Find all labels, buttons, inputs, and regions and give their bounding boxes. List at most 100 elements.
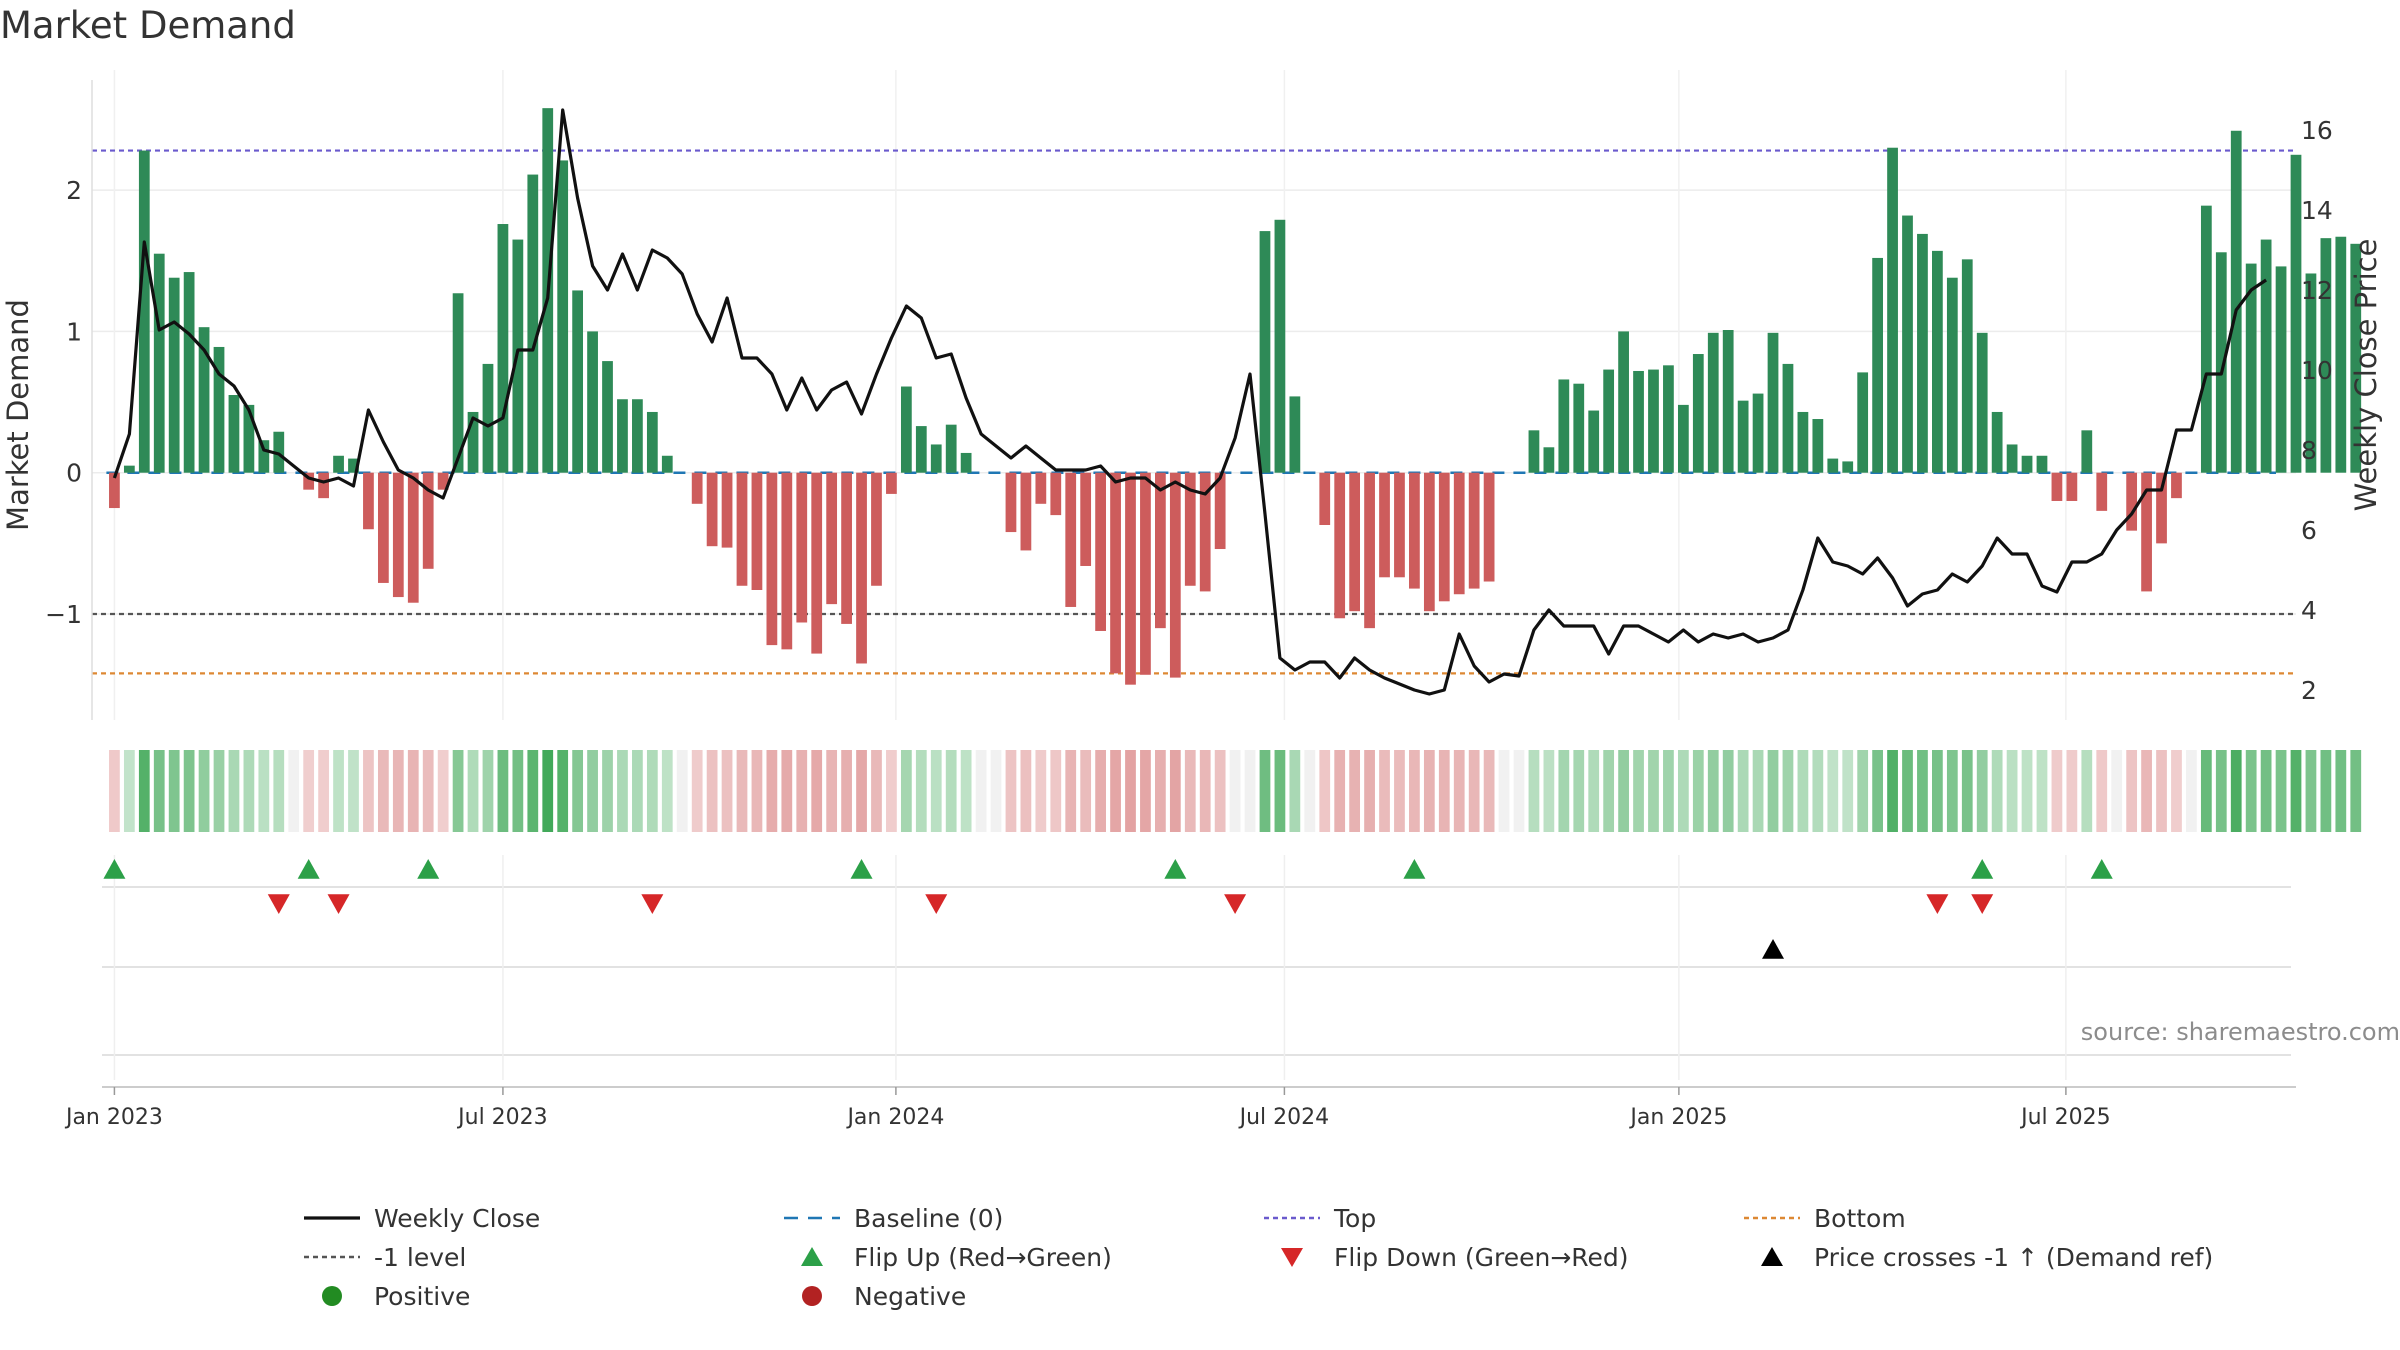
demand-bar <box>1050 472 1062 516</box>
flip-down-marker <box>267 894 290 914</box>
demand-bar <box>2156 472 2167 544</box>
strip-cell <box>1752 750 1764 832</box>
demand-bars <box>109 108 2362 685</box>
demand-bar <box>1603 369 1615 473</box>
demand-bar <box>721 472 733 548</box>
x-axis: Jan 2023 Jul 2023 Jan 2024 Jul 2024 Jan 2025… <box>64 1086 2296 1130</box>
strip-cell <box>467 750 479 832</box>
strip-cell <box>1722 750 1734 832</box>
demand-bar <box>1767 332 1779 473</box>
strip-cell <box>1991 750 2003 832</box>
strip-cell <box>243 750 255 832</box>
strip-cell <box>213 750 225 832</box>
flip-down-marker <box>1224 894 1247 914</box>
legend-item: Flip Up (Red→Green) <box>780 1239 1112 1275</box>
demand-bar <box>2200 205 2212 473</box>
strip-cell <box>1095 750 1106 832</box>
flip-up-marker <box>103 859 126 879</box>
demand-bar <box>871 472 882 586</box>
demand-bar <box>123 465 135 473</box>
strip-cell <box>1767 750 1779 832</box>
demand-bar <box>602 361 613 473</box>
legend-symbol <box>1260 1200 1324 1236</box>
strip-cell <box>1498 750 1510 832</box>
demand-bar <box>1319 472 1331 525</box>
strip-cell <box>2215 750 2227 832</box>
demand-bar <box>945 424 957 473</box>
strip-cell <box>1244 750 1256 832</box>
demand-bar <box>1797 411 1809 473</box>
legend-item: Weekly Close <box>300 1200 540 1236</box>
y2-tick-label: 16 <box>2301 116 2333 145</box>
x-tick-label: Jan 2023 <box>64 1105 163 1130</box>
demand-bar <box>886 472 897 494</box>
demand-bar <box>856 472 867 664</box>
demand-bar <box>2260 239 2272 473</box>
strip-cell <box>1932 750 1943 832</box>
demand-bar <box>1423 472 1435 612</box>
legend-item: Negative <box>780 1278 966 1314</box>
demand-bar <box>392 472 404 598</box>
demand-bar <box>452 293 464 473</box>
demand-bar <box>1065 472 1077 607</box>
strip-cell <box>1065 750 1077 832</box>
strip-cell <box>2186 750 2197 832</box>
strip-cell <box>2200 750 2212 832</box>
strip-cell <box>527 750 539 832</box>
legend-label: Flip Down (Green→Red) <box>1334 1242 1629 1272</box>
strip-cell <box>2111 750 2123 832</box>
strip-cell <box>1155 750 1166 832</box>
strip-cell <box>123 750 135 832</box>
strip-cell <box>1588 750 1600 832</box>
flip-down-marker <box>1971 894 1994 914</box>
y2-tick-label: 10 <box>2301 356 2333 385</box>
demand-bar <box>1961 259 1973 473</box>
y-tick-label: 1 <box>66 317 82 346</box>
flip-down-marker <box>1926 894 1949 914</box>
strip-cell <box>1169 750 1181 832</box>
demand-bar <box>1872 257 1883 473</box>
strip-cell <box>706 750 718 832</box>
legend-item: Bottom <box>1740 1200 1906 1236</box>
demand-bar <box>1588 410 1600 473</box>
strip-cell <box>2066 750 2078 832</box>
demand-bar <box>1409 472 1420 589</box>
demand-bar <box>437 472 449 490</box>
flip-up-marker <box>2090 859 2113 879</box>
strip-cell <box>602 750 613 832</box>
strip-cell <box>1289 750 1301 832</box>
strip-cell <box>318 750 329 832</box>
demand-bar <box>1842 461 1854 473</box>
legend-label: Positive <box>374 1281 471 1311</box>
demand-bar <box>1438 472 1450 602</box>
strip-cell <box>2275 750 2287 832</box>
strip-cell <box>617 750 628 832</box>
strip-cell <box>587 750 598 832</box>
strip-cell <box>1184 750 1196 832</box>
strip-cell <box>348 750 359 832</box>
demand-bar <box>333 455 344 473</box>
demand-bar <box>1543 447 1555 473</box>
demand-bar <box>228 395 240 473</box>
strip-cell <box>1812 750 1824 832</box>
strip-cell <box>1050 750 1062 832</box>
weekly-close-line <box>112 108 2267 696</box>
strip-cell <box>2245 750 2257 832</box>
strip-cell <box>1035 750 1047 832</box>
strip-cell <box>975 750 987 832</box>
demand-bar <box>1976 332 1988 473</box>
demand-bar <box>1155 472 1166 629</box>
strip-cell <box>557 750 569 832</box>
strip-cell <box>1677 750 1689 832</box>
strip-cell <box>2021 750 2033 832</box>
y2-tick-label: 14 <box>2301 196 2333 225</box>
legend-label: -1 level <box>374 1242 467 1272</box>
demand-bar <box>1274 219 1286 473</box>
demand-bar <box>1349 472 1361 612</box>
demand-bar <box>363 472 374 530</box>
flip-up-marker <box>297 859 320 879</box>
strip-cell <box>1797 750 1809 832</box>
demand-bar <box>303 472 315 490</box>
strip-cell <box>1229 750 1241 832</box>
